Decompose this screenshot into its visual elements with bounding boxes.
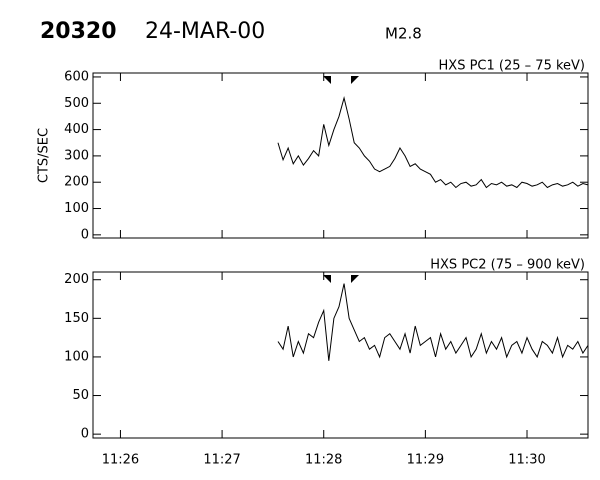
y-tick-label: 400 — [64, 122, 89, 137]
x-tick-label: 11:29 — [407, 453, 444, 468]
marker — [323, 76, 331, 84]
x-tick-label: 11:26 — [102, 453, 139, 468]
x-tick-label: 11:27 — [203, 453, 240, 468]
marker — [323, 275, 331, 283]
y-tick-label: 300 — [64, 148, 89, 163]
marker — [351, 76, 359, 84]
x-tick-label: 11:30 — [508, 453, 545, 468]
y-tick-label: 500 — [64, 96, 89, 111]
plot-frame — [92, 271, 589, 439]
data-line — [277, 96, 589, 189]
y-tick-label: 0 — [81, 227, 89, 242]
y-tick-label: 600 — [64, 69, 89, 84]
x-tick-label: 11:28 — [305, 453, 342, 468]
y-tick-label: 50 — [72, 388, 89, 403]
y-tick-label: 100 — [64, 201, 89, 216]
flare-class: M2.8 — [385, 25, 422, 43]
y-tick-label: 200 — [64, 272, 89, 287]
y-axis-label: CTS/SEC — [37, 128, 52, 183]
y-tick-label: 0 — [81, 427, 89, 442]
panel-title: HXS PC2 (75 – 900 keV) — [430, 258, 585, 273]
plot-frame — [92, 72, 589, 239]
y-tick-label: 100 — [64, 349, 89, 364]
event-date: 24-MAR-00 — [145, 19, 265, 44]
y-tick-label: 200 — [64, 175, 89, 190]
y-tick-label: 150 — [64, 311, 89, 326]
marker — [351, 275, 359, 283]
event-id: 20320 — [40, 19, 117, 44]
panel-title: HXS PC1 (25 – 75 keV) — [439, 59, 585, 74]
data-line — [277, 283, 589, 361]
